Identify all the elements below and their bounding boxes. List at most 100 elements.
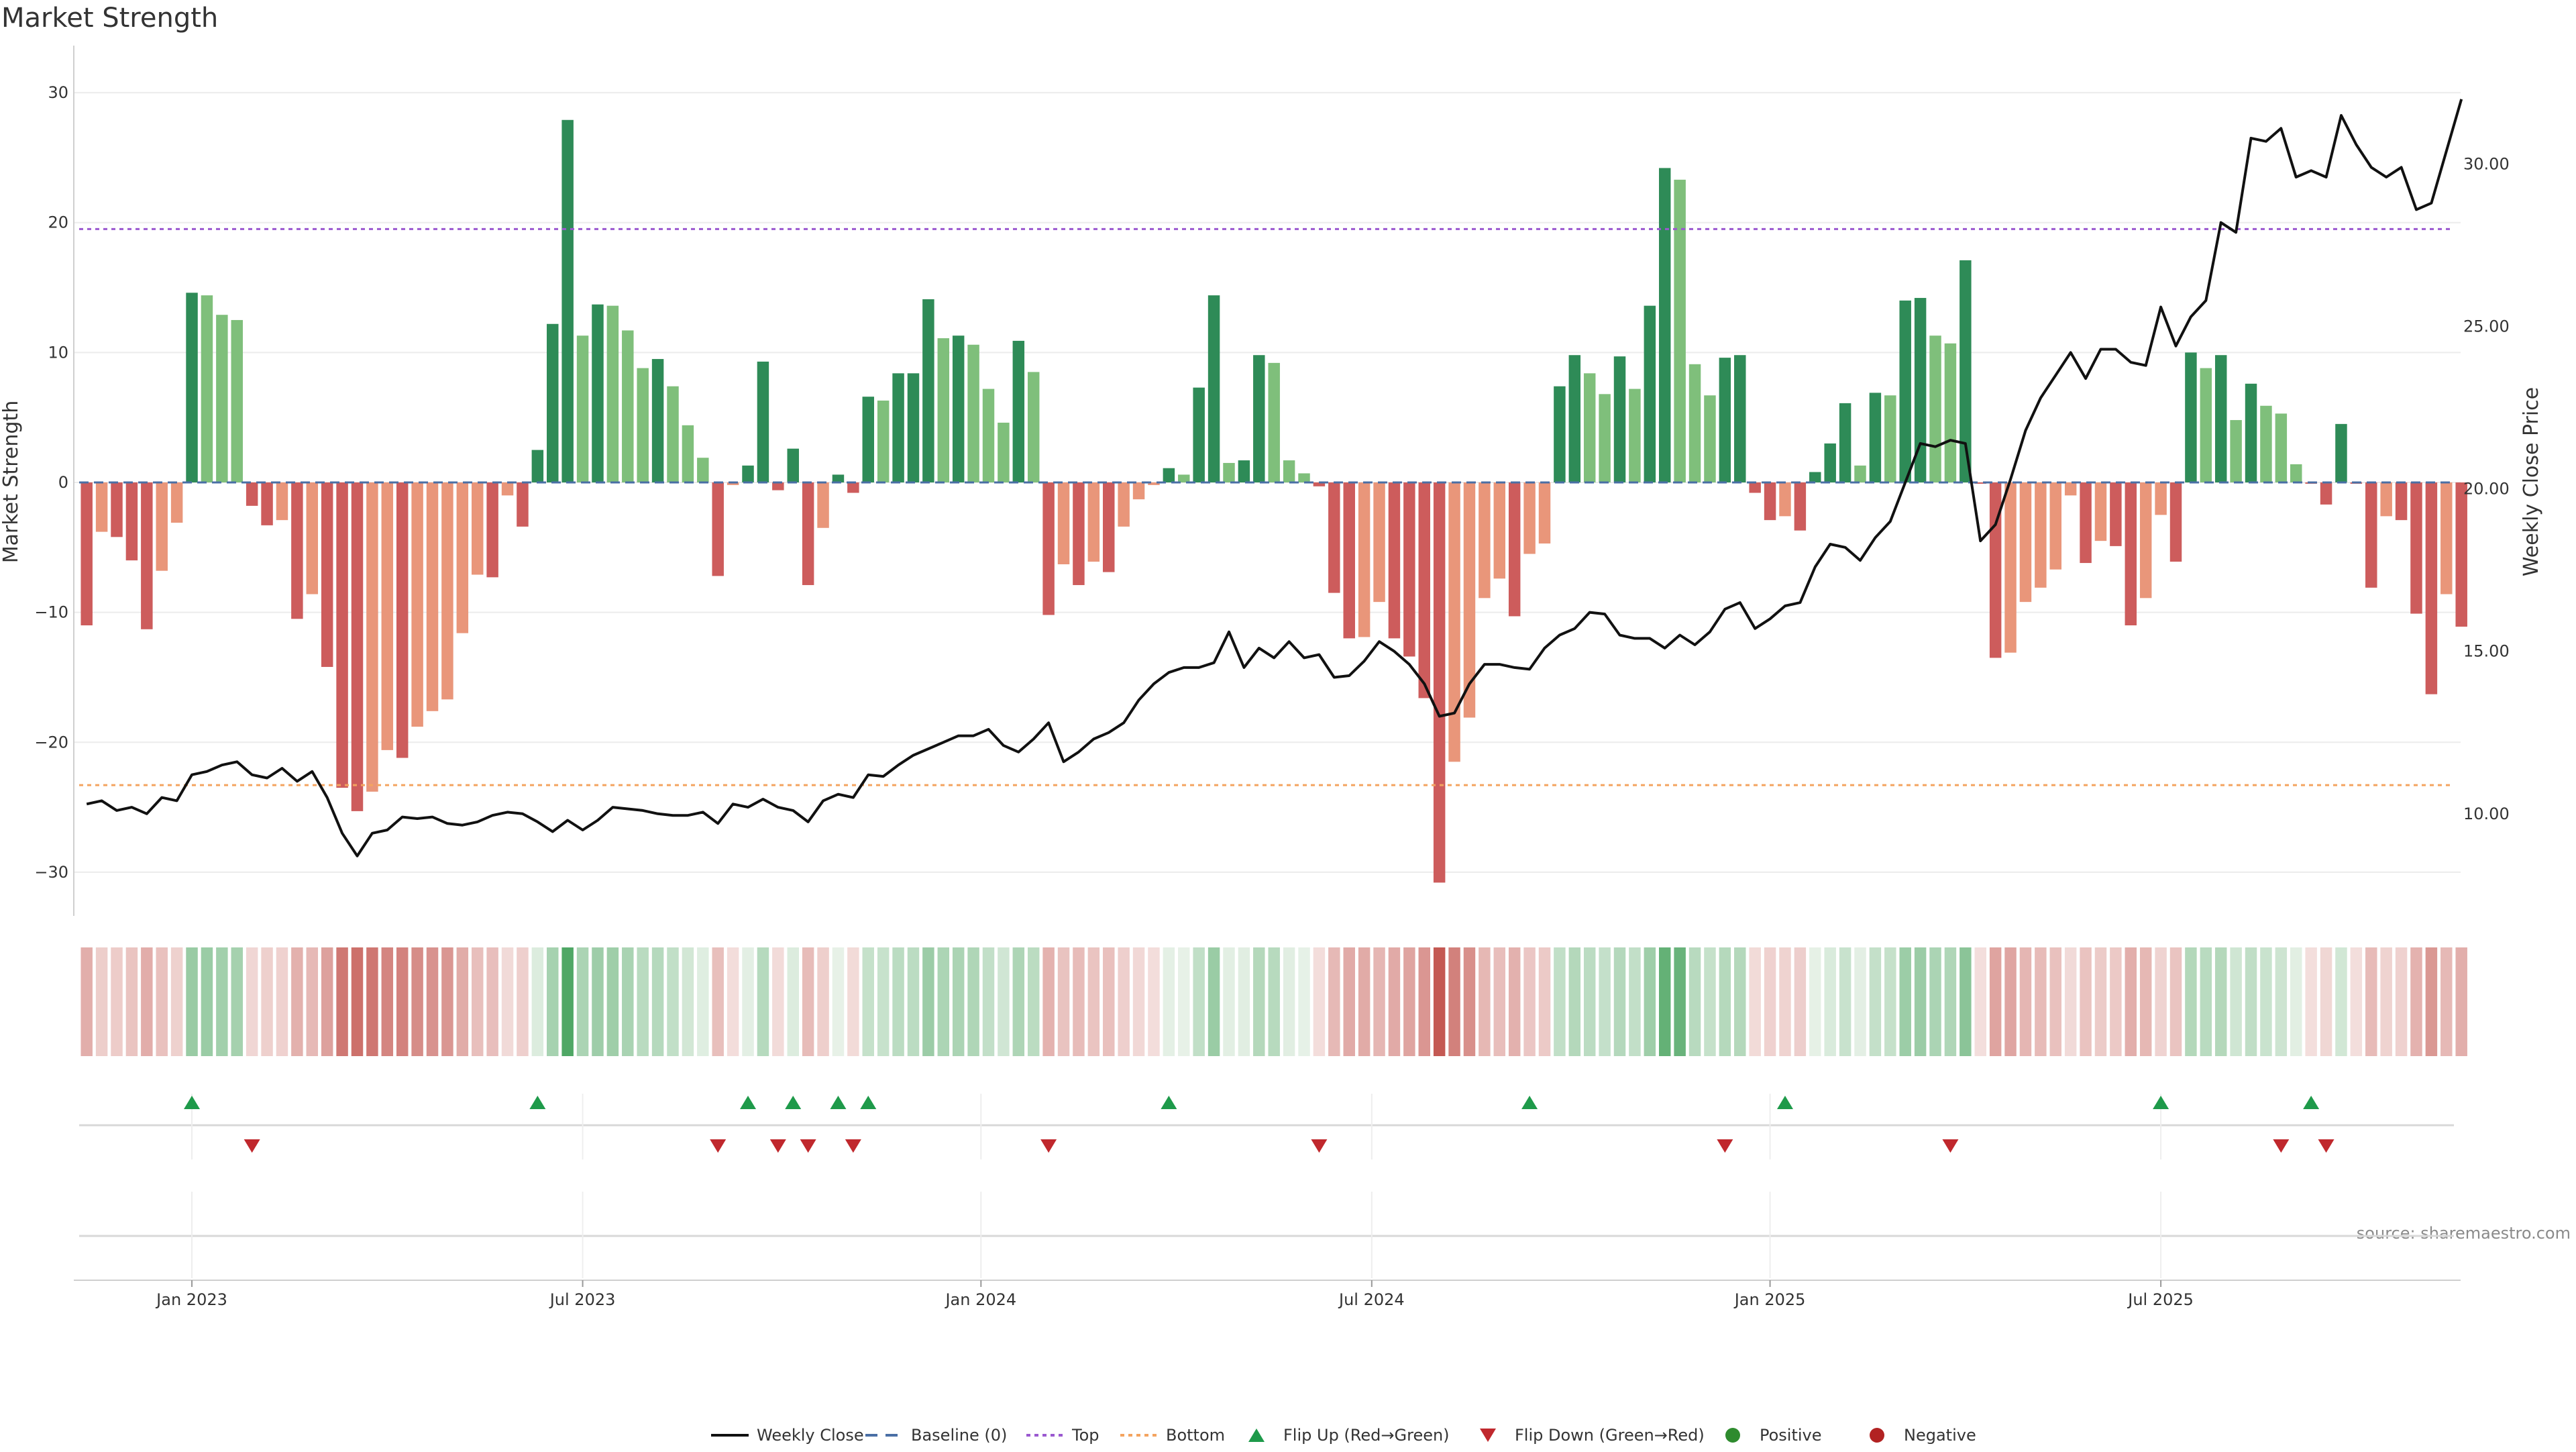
strength-bar	[2125, 482, 2137, 625]
heat-cell	[1674, 947, 1686, 1056]
strength-bar	[1779, 482, 1791, 517]
heat-cell	[1403, 947, 1415, 1056]
strength-bar	[125, 482, 138, 561]
heat-cell	[1794, 947, 1807, 1056]
heat-cell	[1809, 947, 1821, 1056]
strength-bar	[2365, 482, 2377, 588]
heat-cell	[2049, 947, 2062, 1056]
heat-cell	[1253, 947, 1265, 1056]
flip-down-marker	[1717, 1139, 1733, 1153]
strength-bar	[246, 482, 258, 506]
strength-bar	[817, 482, 829, 528]
strength-bar	[2185, 352, 2197, 482]
heat-cell	[651, 947, 664, 1056]
strength-bar	[1042, 482, 1055, 615]
heat-cell	[80, 947, 93, 1056]
x-tick-label: Jul 2023	[549, 1290, 616, 1309]
legend-label-positive: Positive	[1760, 1426, 1822, 1445]
heat-cell	[231, 947, 243, 1056]
strength-bar	[877, 401, 890, 482]
strength-bar	[1613, 356, 1626, 482]
flip-down-marker	[2318, 1139, 2334, 1153]
strength-bar	[2275, 413, 2288, 482]
x-tick-label: Jan 2023	[155, 1290, 227, 1309]
heat-cell	[637, 947, 649, 1056]
strength-bar	[2035, 482, 2047, 588]
strength-bar	[1373, 482, 1385, 603]
strength-bar	[366, 482, 378, 792]
strength-bar	[757, 361, 769, 482]
heat-cell	[2080, 947, 2092, 1056]
strength-bar	[1403, 482, 1415, 657]
strength-bar	[2290, 464, 2302, 482]
heat-cell	[1869, 947, 1882, 1056]
flip-down-marker	[769, 1139, 786, 1153]
heat-cell	[1704, 947, 1716, 1056]
heat-cell	[1960, 947, 1972, 1056]
legend-flip-up-icon	[1248, 1429, 1265, 1442]
strength-bar	[1087, 482, 1100, 562]
heat-cell	[381, 947, 394, 1056]
strength-bar	[802, 482, 814, 585]
heat-cell	[1373, 947, 1385, 1056]
strength-bar	[1944, 343, 1957, 482]
strength-bar	[1493, 482, 1506, 579]
strength-bar	[1899, 300, 1911, 482]
heat-cell	[1042, 947, 1055, 1056]
strength-bar	[561, 119, 574, 483]
strength-bar	[1839, 403, 1851, 482]
strength-bar	[1749, 482, 1761, 493]
heat-cell	[336, 947, 348, 1056]
heat-cell	[757, 947, 769, 1056]
heat-cell	[1057, 947, 1070, 1056]
strength-bar	[1734, 355, 1746, 482]
heat-cell	[742, 947, 754, 1056]
strength-bar	[1343, 482, 1355, 639]
heat-cell	[1298, 947, 1310, 1056]
strength-bar	[1193, 387, 1205, 482]
y2-tick-label: 30.00	[2463, 155, 2510, 174]
chart-title: Market Strength	[1, 3, 218, 34]
legend-label-flip-down: Flip Down (Green→Red)	[1515, 1426, 1705, 1445]
heat-cell	[1433, 947, 1446, 1056]
strength-bar	[2425, 482, 2438, 694]
strength-bar	[667, 386, 679, 482]
strength-bar	[1238, 460, 1250, 482]
heat-cell	[366, 947, 378, 1056]
heat-cell	[832, 947, 845, 1056]
heat-cell	[907, 947, 920, 1056]
strength-bar	[1644, 305, 1656, 482]
heat-cell	[2094, 947, 2107, 1056]
strength-bar	[170, 482, 183, 523]
heat-cell	[156, 947, 168, 1056]
flip-down-marker	[1942, 1139, 1959, 1153]
strength-bar	[321, 482, 333, 667]
strength-bar	[1764, 482, 1776, 521]
strength-bar	[1012, 340, 1025, 482]
flip-up-marker	[1521, 1096, 1538, 1109]
heat-cell	[952, 947, 965, 1056]
strength-bar	[411, 482, 423, 727]
strength-bar	[336, 482, 348, 788]
strength-bar	[231, 319, 243, 482]
heat-cell	[1388, 947, 1401, 1056]
heat-cell	[2425, 947, 2438, 1056]
heat-cell	[426, 947, 439, 1056]
heat-cell	[682, 947, 694, 1056]
strength-bar	[1674, 179, 1686, 482]
heat-cell	[1418, 947, 1430, 1056]
flip-signal-panel	[79, 1094, 2454, 1278]
heat-cell	[1944, 947, 1957, 1056]
strength-bar	[2410, 482, 2422, 614]
strength-bar	[576, 335, 589, 482]
heat-cell	[1688, 947, 1701, 1056]
strength-bar	[682, 425, 694, 482]
strength-bar	[1418, 482, 1430, 698]
heat-cell	[201, 947, 213, 1056]
strength-bar	[982, 388, 995, 482]
heat-cell	[2440, 947, 2453, 1056]
heat-cell	[517, 947, 529, 1056]
heat-cell	[847, 947, 859, 1056]
heat-cell	[2214, 947, 2227, 1056]
